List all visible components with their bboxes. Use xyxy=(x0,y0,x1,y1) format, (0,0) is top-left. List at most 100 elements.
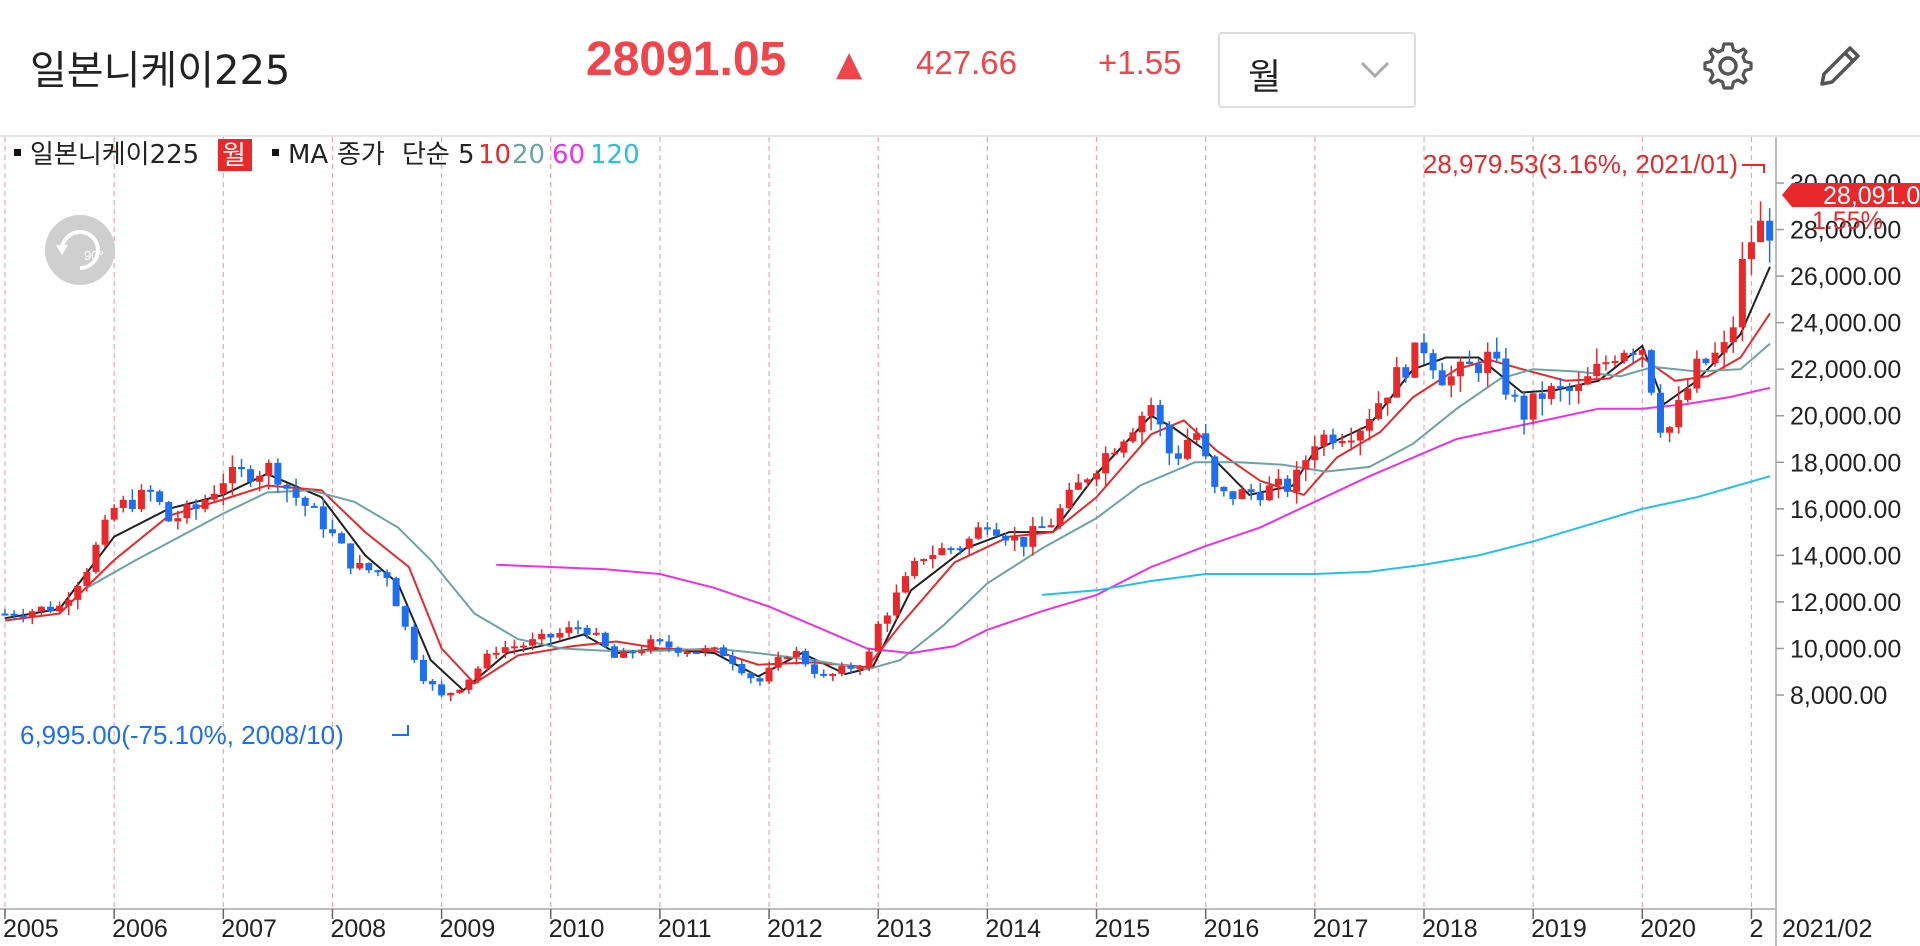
candle xyxy=(1429,349,1437,379)
x-tick-label: 2005 xyxy=(3,915,59,943)
candle xyxy=(1384,397,1392,416)
price-chart[interactable]: 8,000.00 10,000.00 12,000.00 14,000.00 16,00… xyxy=(0,137,1920,946)
candle xyxy=(1002,532,1010,546)
legend-ma-120: 120 xyxy=(590,140,640,170)
y-tick-label: 20,000.00 xyxy=(1790,403,1901,431)
candle xyxy=(1456,356,1464,392)
candle xyxy=(401,605,409,631)
candle xyxy=(592,627,600,637)
candle xyxy=(274,458,282,493)
candle xyxy=(1302,455,1310,481)
candle xyxy=(792,646,800,665)
y-tick-label: 28,000.00 xyxy=(1790,217,1901,245)
candle xyxy=(219,474,227,506)
chevron-down-icon xyxy=(1360,61,1390,79)
candle xyxy=(565,621,573,638)
legend-ma-10: 10 xyxy=(478,140,511,170)
candle xyxy=(1156,399,1164,437)
candle xyxy=(1493,337,1501,363)
candle xyxy=(419,654,427,685)
candle xyxy=(1547,382,1555,405)
legend-bullet xyxy=(14,149,21,156)
x-tick-label: 2009 xyxy=(440,915,496,943)
candle xyxy=(1256,483,1264,506)
candle xyxy=(292,478,300,506)
candle xyxy=(847,662,855,674)
legend-period-badge: 월 xyxy=(222,141,246,171)
candle xyxy=(1165,420,1173,466)
period-select-label: 월 xyxy=(1248,57,1282,98)
candle xyxy=(492,646,500,659)
candle xyxy=(538,629,546,647)
candle xyxy=(1556,377,1564,402)
header-bar: 일본니케이225 28091.05 ▲ 427.66 +1.55 월 xyxy=(0,0,1920,135)
candle xyxy=(729,651,737,671)
candle xyxy=(892,584,900,620)
candle xyxy=(147,485,155,502)
candle xyxy=(1729,316,1737,353)
candle xyxy=(1365,408,1373,441)
y-tick-label: 10,000.00 xyxy=(1790,635,1901,663)
candle xyxy=(883,612,891,633)
candle xyxy=(720,644,728,657)
ma-line-120 xyxy=(1041,475,1771,596)
candle xyxy=(983,522,991,536)
candle xyxy=(1475,358,1483,382)
pencil-icon[interactable] xyxy=(1812,38,1868,94)
high-annotation-pointer xyxy=(1742,164,1765,173)
candle xyxy=(656,637,664,645)
candle xyxy=(1502,347,1510,400)
candle xyxy=(1147,397,1155,431)
candle xyxy=(529,632,537,651)
candle xyxy=(1265,476,1273,502)
y-tick-label: 14,000.00 xyxy=(1790,542,1901,570)
year-gridlines xyxy=(4,137,1753,909)
up-arrow-icon: ▲ xyxy=(836,44,863,84)
candle xyxy=(501,640,509,659)
candle xyxy=(365,562,373,574)
last-period-label: 2021/02 xyxy=(1782,915,1872,943)
candle xyxy=(347,543,355,575)
candle xyxy=(1065,482,1073,511)
candle xyxy=(28,608,36,625)
candle xyxy=(1247,483,1255,500)
y-tick-label: 18,000.00 xyxy=(1790,449,1901,477)
candle xyxy=(92,541,100,574)
candle xyxy=(556,628,564,641)
candle xyxy=(119,495,127,513)
candle xyxy=(1220,486,1228,497)
period-select[interactable]: 월 xyxy=(1218,32,1416,108)
candle xyxy=(1083,477,1091,488)
rotate-button[interactable]: 90° xyxy=(45,215,115,285)
legend-ma-5: 5 xyxy=(458,140,475,170)
y-tick-label: 12,000.00 xyxy=(1790,589,1901,617)
candle xyxy=(1529,393,1537,425)
candle xyxy=(1120,439,1128,458)
candle xyxy=(483,650,491,672)
candle xyxy=(447,692,455,702)
candles xyxy=(1,201,1774,702)
candle xyxy=(1211,455,1219,494)
x-tick-label: 2006 xyxy=(112,915,168,943)
legend-ma-20: 20 xyxy=(512,140,545,170)
candle xyxy=(1738,242,1746,342)
candle xyxy=(1183,428,1191,461)
rotate-degree-icon: 90° xyxy=(84,248,104,263)
candle xyxy=(74,581,82,610)
candle xyxy=(510,639,518,655)
candle xyxy=(974,522,982,540)
candle xyxy=(710,646,718,652)
candle xyxy=(929,545,937,569)
gear-icon[interactable] xyxy=(1700,38,1756,94)
candle xyxy=(1438,362,1446,386)
candle xyxy=(1,609,9,616)
candle xyxy=(37,606,45,616)
candle xyxy=(519,642,527,653)
candle xyxy=(174,510,182,530)
candle xyxy=(992,522,1000,537)
candle xyxy=(774,651,782,671)
page-title: 일본니케이225 xyxy=(30,48,291,94)
candle xyxy=(201,494,209,513)
candle xyxy=(1693,350,1701,393)
candle xyxy=(210,485,218,502)
